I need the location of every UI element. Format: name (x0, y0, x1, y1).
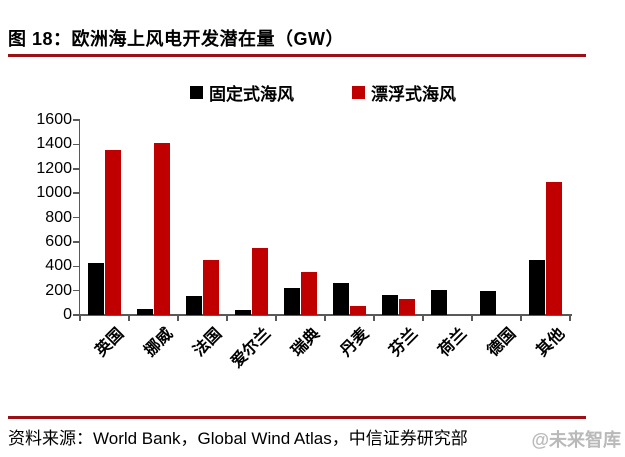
footer-rule (8, 416, 586, 419)
x-axis-label: 爱尔兰 (228, 325, 275, 372)
bar-fixed-6 (333, 282, 349, 315)
bar-fixed-4 (235, 310, 251, 315)
x-axis-label: 法国 (190, 325, 226, 360)
x-axis-label: 芬兰 (386, 325, 422, 360)
bar-floating-1 (105, 149, 121, 315)
legend-swatch-black-icon (190, 86, 203, 99)
bar-fixed-1 (88, 262, 104, 315)
y-tick (73, 265, 79, 267)
x-axis-line (74, 314, 572, 316)
x-axis-label: 德国 (484, 325, 520, 360)
y-tick (73, 143, 79, 146)
bar-fixed-2 (137, 308, 153, 315)
bar-floating-4 (252, 247, 268, 315)
y-axis-label: 0 (63, 306, 72, 323)
y-axis-label: 1200 (36, 159, 72, 177)
x-axis-label: 挪威 (141, 325, 177, 360)
figure-title: 图 18：欧洲海上风电开发潜在量（GW） (8, 29, 345, 49)
legend-label: 固定式海风 (209, 85, 294, 104)
bar-floating-10 (546, 182, 562, 315)
x-tick (226, 315, 228, 321)
x-axis-label: 其他 (533, 325, 569, 360)
x-tick (569, 315, 571, 321)
x-tick (520, 315, 522, 321)
source-note: 资料来源：World Bank，Global Wind Atlas，中信证券研究… (8, 429, 468, 448)
x-tick (324, 315, 326, 321)
bar-fixed-7 (382, 294, 398, 315)
y-axis-line (78, 119, 80, 315)
bar-floating-5 (301, 272, 317, 315)
legend-item-floating-offshore: 漂浮式海风 (352, 80, 456, 105)
bar-floating-3 (203, 260, 219, 315)
x-tick (471, 315, 473, 321)
y-axis-label: 1600 (36, 111, 72, 128)
y-axis-label: 200 (45, 281, 72, 299)
bar-floating-7 (399, 299, 415, 315)
x-tick (177, 315, 179, 321)
watermark: @未来智库 (531, 430, 621, 450)
x-tick (128, 315, 130, 321)
x-tick (79, 315, 81, 321)
bar-fixed-8 (431, 290, 447, 315)
title-underline-rule (8, 54, 586, 57)
bar-fixed-9 (480, 290, 496, 315)
y-tick (73, 241, 79, 243)
y-axis-label: 800 (45, 208, 72, 226)
bar-fixed-3 (186, 295, 202, 315)
chart-legend: 固定式海风 漂浮式海风 (78, 80, 568, 105)
y-tick (73, 314, 79, 316)
y-tick (73, 168, 79, 170)
y-tick (73, 119, 79, 121)
y-axis-label: 600 (45, 232, 72, 250)
bar-fixed-10 (529, 259, 545, 315)
x-tick (422, 315, 424, 321)
bar-floating-2 (154, 143, 170, 315)
y-tick (73, 289, 79, 292)
x-axis-label: 瑞典 (288, 325, 324, 360)
y-tick (73, 216, 79, 219)
x-axis-label: 丹麦 (337, 325, 373, 360)
legend-swatch-red-icon (352, 86, 365, 99)
x-axis-label: 英国 (92, 325, 128, 360)
legend-item-fixed-offshore: 固定式海风 (190, 80, 294, 105)
y-axis-label: 1000 (36, 184, 72, 202)
y-axis-label: 1400 (36, 135, 72, 153)
bar-fixed-5 (284, 288, 300, 315)
bar-floating-6 (350, 306, 366, 315)
y-axis-label: 400 (45, 257, 72, 275)
legend-label: 漂浮式海风 (371, 85, 456, 104)
x-tick (373, 315, 375, 321)
x-axis-label: 荷兰 (435, 325, 471, 360)
y-tick (73, 192, 79, 194)
x-tick (275, 315, 277, 321)
